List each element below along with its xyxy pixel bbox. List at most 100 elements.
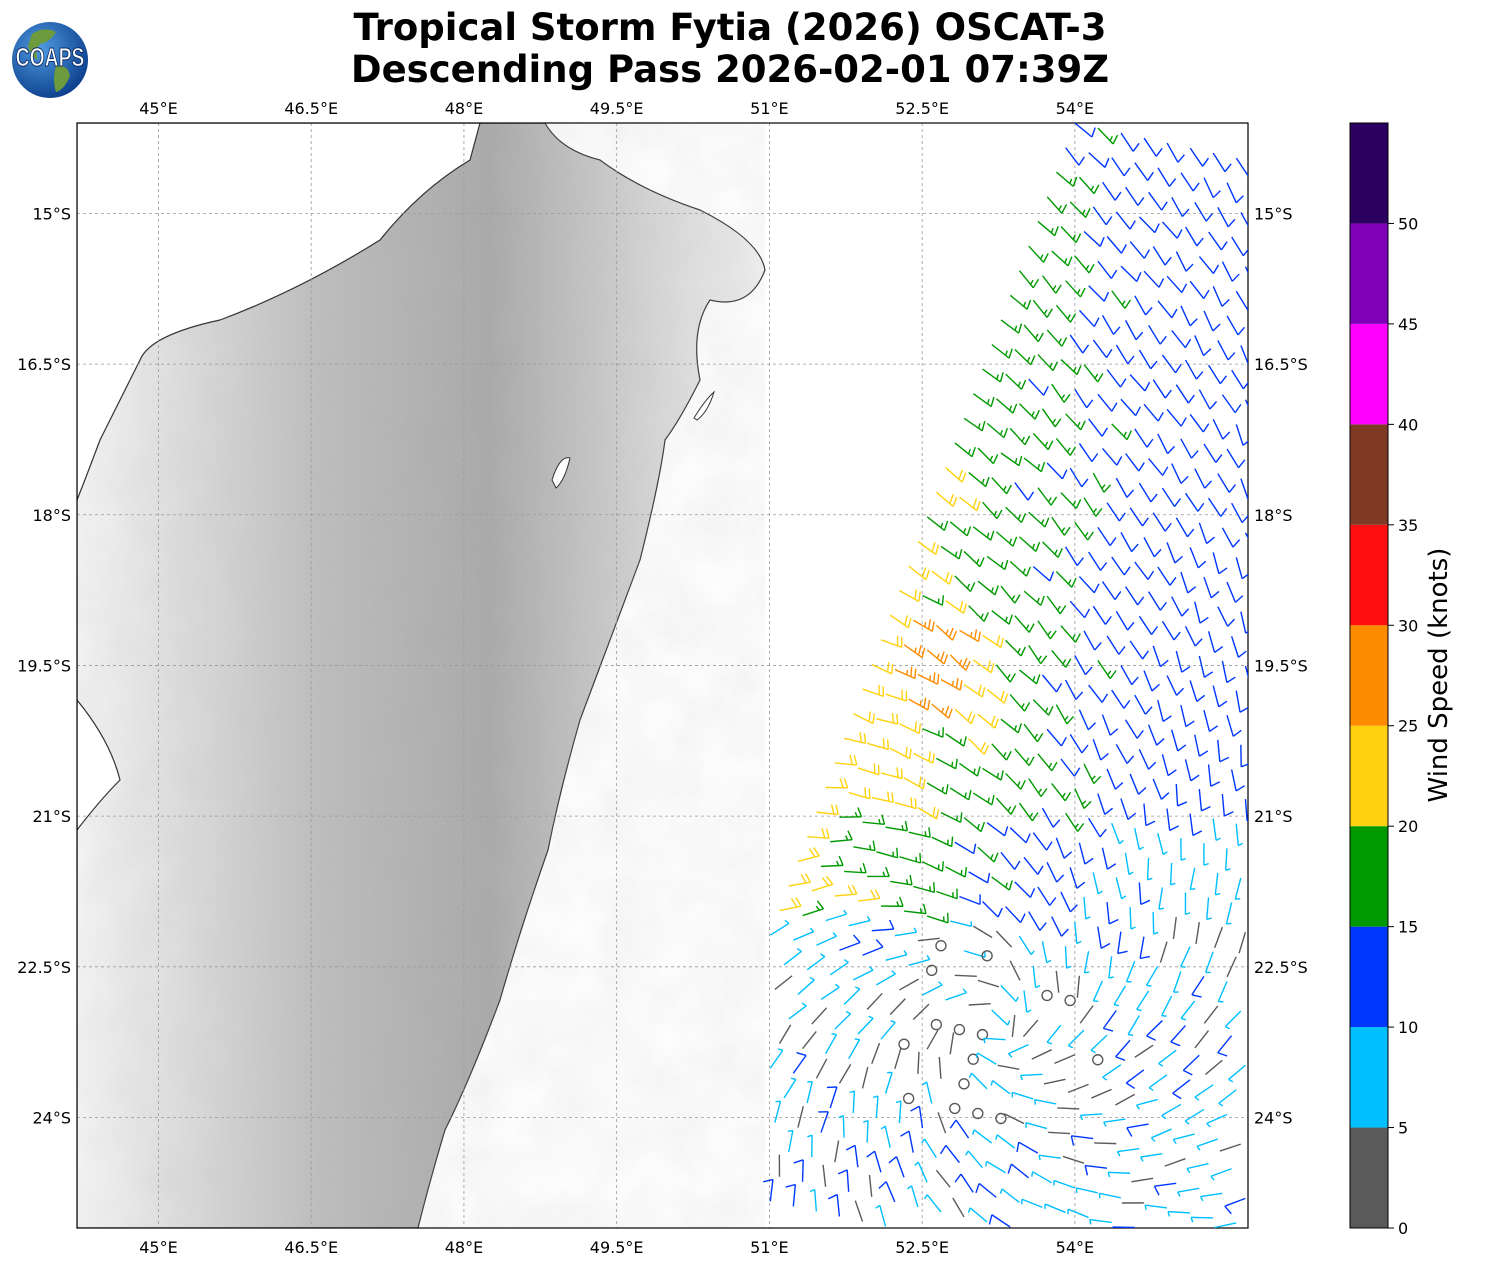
wind-barb — [885, 689, 908, 702]
colorbar-tick-label: 10 — [1398, 1018, 1418, 1037]
wind-barb — [793, 1159, 804, 1182]
wind-barb — [1244, 665, 1248, 679]
wind-barb — [939, 1144, 960, 1164]
wind-barb — [972, 659, 995, 674]
colorbar-bin — [1350, 323, 1388, 425]
wind-barb — [1175, 650, 1191, 673]
wind-barb — [908, 827, 931, 838]
wind-barb — [779, 897, 802, 912]
wind-barb — [787, 1129, 794, 1153]
wind-barb — [986, 555, 1009, 571]
wind-barb — [1134, 828, 1144, 851]
wind-barb — [940, 678, 963, 691]
wind-barb — [1226, 448, 1246, 469]
wind-barb — [826, 1086, 838, 1109]
wind-barb — [1124, 586, 1145, 606]
wind-barb — [991, 743, 1012, 761]
wind-barb — [952, 1197, 965, 1218]
wind-barb — [1074, 788, 1092, 809]
wind-barb — [853, 840, 876, 852]
wind-barb — [985, 1160, 1006, 1174]
wind-barb — [1189, 413, 1210, 433]
lat-tick-label-right: 15°S — [1254, 204, 1293, 223]
coaps-logo: COAPS — [12, 22, 88, 98]
wind-barb — [1092, 739, 1109, 761]
wind-barb — [1018, 935, 1035, 956]
colorbar-tick-label: 30 — [1398, 616, 1418, 635]
wind-barb — [936, 888, 958, 900]
wind-barb — [1166, 142, 1185, 163]
wind-barb — [999, 1188, 1020, 1203]
wind-barb — [1171, 463, 1189, 484]
wind-barb — [1175, 517, 1195, 538]
wind-barb — [1157, 699, 1172, 723]
wind-barb — [1146, 857, 1153, 881]
wind-barb — [1038, 1154, 1061, 1161]
wind-barb — [1124, 719, 1144, 739]
wind-barb — [1180, 1000, 1196, 1021]
wind-barb — [845, 1144, 859, 1168]
wind-barb — [1000, 718, 1023, 734]
wind-barb — [1051, 916, 1069, 937]
wind-barb — [1031, 1171, 1052, 1184]
wind-barb — [1194, 468, 1213, 489]
wind-barb — [848, 787, 871, 800]
wind-barb — [830, 830, 853, 843]
wind-barb — [1235, 690, 1248, 713]
wind-barb — [903, 644, 926, 659]
colorbar-bin — [1350, 826, 1388, 927]
wind-barb — [1023, 856, 1044, 875]
wind-barb — [1088, 817, 1107, 838]
wind-barb — [1129, 907, 1136, 930]
wind-barb — [1106, 635, 1126, 655]
wind-barb — [1203, 177, 1221, 199]
wind-barb — [825, 778, 849, 789]
wind-barb — [1196, 1138, 1218, 1151]
wind-barb — [1055, 437, 1077, 456]
wind-barb — [1065, 413, 1086, 431]
wind-barb — [1009, 560, 1031, 577]
wind-barb — [1094, 1142, 1117, 1145]
wind-barb — [903, 903, 927, 915]
wind-barb — [1169, 862, 1176, 886]
wind-barb — [1065, 147, 1085, 166]
calm-wind-marker — [995, 1112, 1007, 1125]
wind-barb — [1228, 1064, 1246, 1083]
wind-barb — [1083, 497, 1103, 517]
wind-barb — [1041, 674, 1063, 693]
calm-wind-marker — [935, 940, 947, 952]
wind-barb — [1134, 561, 1155, 580]
wind-barb — [816, 804, 839, 816]
wind-barb — [1048, 1131, 1071, 1135]
wind-barb — [949, 1032, 955, 1055]
wind-barb — [1092, 472, 1112, 493]
wind-barb — [1011, 1091, 1034, 1100]
wind-barb — [931, 570, 953, 585]
wind-barb — [1108, 956, 1114, 979]
wind-barb — [1212, 152, 1232, 173]
wind-barb — [1120, 665, 1139, 686]
wind-barb — [1009, 827, 1031, 844]
wind-barb — [1014, 881, 1036, 898]
wind-barb — [1055, 704, 1075, 725]
wind-barb — [1208, 364, 1228, 385]
wind-barb — [1000, 319, 1023, 334]
wind-barb — [797, 847, 820, 863]
wind-barb — [1115, 877, 1127, 900]
wind-barb — [1203, 310, 1221, 332]
wind-barb — [1005, 772, 1026, 790]
wind-barb — [885, 820, 909, 832]
wind-barb — [1212, 419, 1231, 440]
wind-barb — [1083, 364, 1104, 383]
wind-barb — [1217, 606, 1236, 627]
wind-barb — [868, 1174, 873, 1197]
wind-barb — [968, 472, 990, 488]
wind-barb — [1000, 851, 1021, 870]
wind-barb — [1115, 344, 1135, 365]
lon-tick-label-top: 52.5°E — [895, 99, 949, 118]
wind-barb — [792, 1052, 807, 1074]
wind-barb — [1129, 374, 1151, 392]
wind-barb — [783, 948, 802, 966]
wind-barb — [1032, 299, 1053, 318]
wind-barb — [995, 1134, 1016, 1149]
